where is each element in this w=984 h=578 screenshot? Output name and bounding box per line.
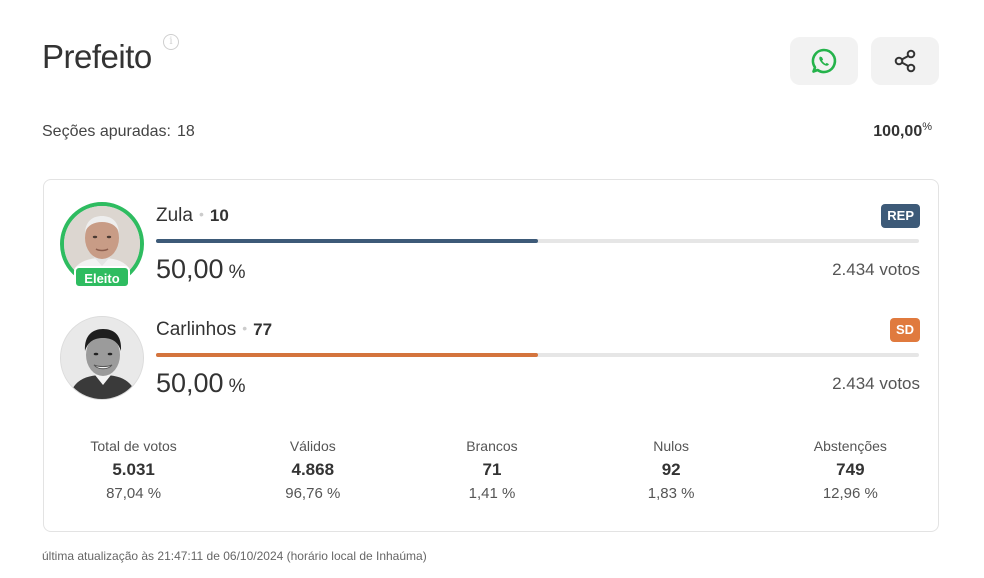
stat-value: 71 — [482, 460, 502, 479]
candidate-percent: 50,00% — [156, 368, 245, 399]
stat-percent: 87,04 % — [106, 485, 162, 502]
avatar — [60, 316, 144, 400]
candidate-percent-unit: % — [228, 262, 246, 283]
stat-percent: 1,41 % — [468, 485, 516, 502]
whatsapp-icon — [811, 48, 837, 74]
stat-abstencoes: Abstenções 749 12,96 % — [761, 438, 940, 502]
party-badge: REP — [881, 204, 920, 228]
elected-badge: Eleito — [74, 266, 130, 288]
stat-label: Total de votos — [90, 438, 177, 454]
results-card: Eleito Zula • 10 REP 50,00% 2.434 votos — [43, 179, 939, 532]
candidate-votes: 2.434 votos — [832, 260, 920, 279]
vote-bar-track — [156, 239, 919, 243]
candidate-row: Carlinhos • 77 SD 50,00% 2.434 votos — [44, 312, 940, 412]
stat-label: Válidos — [289, 438, 336, 454]
candidate-number: 77 — [253, 320, 273, 339]
stat-value: 4.868 — [291, 460, 335, 479]
secoes-count: 18 — [176, 123, 195, 140]
vote-bar-track — [156, 353, 919, 357]
candidate-row: Eleito Zula • 10 REP 50,00% 2.434 votos — [44, 198, 940, 298]
candidate-percent-value: 50,00 — [156, 368, 224, 398]
stat-percent: 96,76 % — [285, 485, 341, 502]
stat-value: 5.031 — [112, 460, 155, 479]
share-icon — [894, 49, 916, 73]
stat-value: 749 — [836, 460, 865, 479]
candidate-name-line: Zula • 10 — [156, 205, 229, 227]
last-update-text: última atualização às 21:47:11 de 06/10/… — [42, 549, 427, 563]
candidate-percent: 50,00% — [156, 254, 245, 285]
whatsapp-share-button[interactable] — [790, 37, 858, 85]
stat-nulos: Nulos 92 1,83 % — [582, 438, 761, 502]
avatar — [60, 202, 144, 286]
stat-percent: 12,96 % — [822, 485, 878, 502]
vote-stats: Total de votos 5.031 87,04 % Válidos 4.8… — [44, 438, 940, 502]
candidate-name-line: Carlinhos • 77 — [156, 319, 272, 341]
secoes-label: Seções apuradas: — [42, 123, 171, 140]
vote-bar-fill — [156, 239, 538, 243]
party-badge: SD — [889, 318, 920, 342]
candidate-number: 10 — [209, 206, 229, 225]
stat-label: Brancos — [466, 438, 518, 454]
candidate-votes: 2.434 votos — [832, 374, 920, 393]
apuracao-percent-value: 100,00 — [873, 123, 923, 140]
stat-validos: Válidos 4.868 96,76 % — [223, 438, 402, 502]
separator-dot: • — [198, 206, 204, 222]
apuracao-percent-sign: % — [922, 121, 932, 133]
candidate-name: Carlinhos — [156, 319, 237, 340]
candidate-name: Zula — [156, 205, 193, 226]
stat-label: Abstenções — [813, 438, 887, 454]
apuracao-percent: 100,00% — [873, 121, 932, 141]
separator-dot: • — [242, 320, 248, 336]
stat-label: Nulos — [653, 438, 690, 454]
secoes-apuradas: Seções apuradas: 18 — [42, 123, 195, 141]
info-icon[interactable]: i — [163, 34, 179, 50]
share-button[interactable] — [871, 37, 939, 85]
stat-brancos: Brancos 71 1,41 % — [402, 438, 581, 502]
candidate-percent-unit: % — [228, 376, 246, 397]
stat-total-votos: Total de votos 5.031 87,04 % — [44, 438, 223, 502]
candidate-photo — [64, 206, 140, 282]
page-title: Prefeito — [42, 38, 152, 75]
candidate-avatar-wrap — [59, 315, 145, 401]
stat-value: 92 — [661, 460, 681, 479]
stat-percent: 1,83 % — [647, 485, 695, 502]
candidate-photo — [61, 317, 143, 399]
candidate-avatar-wrap: Eleito — [59, 201, 145, 288]
candidate-percent-value: 50,00 — [156, 254, 224, 284]
vote-bar-fill — [156, 353, 538, 357]
